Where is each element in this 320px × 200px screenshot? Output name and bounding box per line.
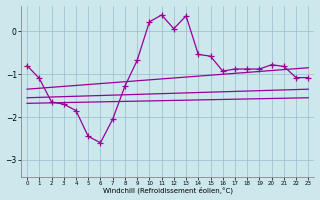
X-axis label: Windchill (Refroidissement éolien,°C): Windchill (Refroidissement éolien,°C) (103, 187, 233, 194)
